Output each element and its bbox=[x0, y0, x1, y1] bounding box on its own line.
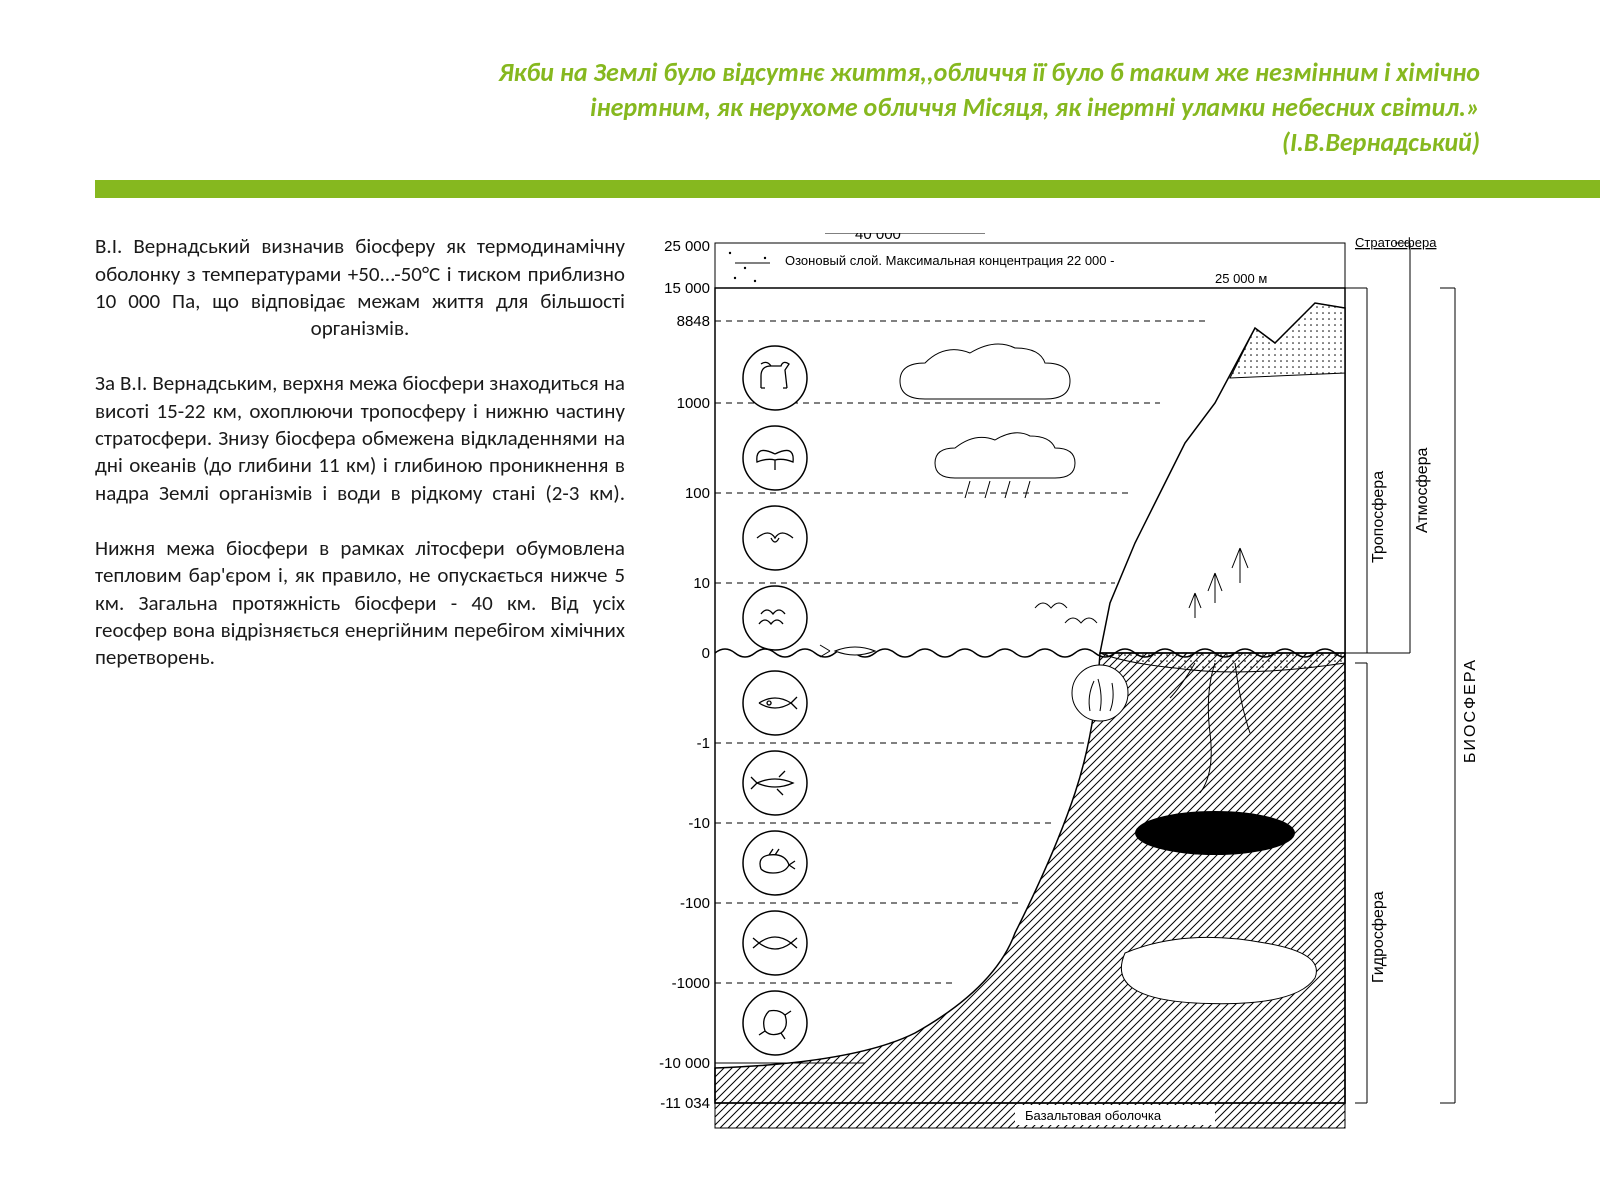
lithosphere bbox=[715, 653, 1345, 1103]
scale-label: 1000 bbox=[677, 395, 710, 412]
paragraph: В.І. Вернадський визначив біосферу як те… bbox=[95, 233, 625, 342]
atmosphere-label: Атмосфера bbox=[1414, 448, 1431, 534]
paragraph: За В.І. Вернадським, верхня межа біосфер… bbox=[95, 370, 625, 506]
paragraph: Нижня межа біосфери в рамках літосфери о… bbox=[95, 535, 625, 671]
organism-icons bbox=[743, 346, 807, 1055]
scale-label: 25 000 bbox=[664, 238, 710, 255]
title-line: Якби на Землі було відсутнє життя,,облич… bbox=[130, 55, 1480, 90]
title-line: (І.В.Вернадський) bbox=[130, 125, 1480, 160]
ozone-label-2: 25 000 м bbox=[1215, 271, 1267, 286]
title-quote: Якби на Землі було відсутнє життя,,облич… bbox=[0, 0, 1600, 180]
biosphere-diagram: 25 000 40 000 Стратосфера Озоновый слой.… bbox=[655, 233, 1545, 1143]
title-line: інертним, як нерухоме обличчя Місяця, як… bbox=[130, 90, 1480, 125]
text-column: В.І. Вернадський визначив біосферу як те… bbox=[95, 233, 625, 1143]
scale-label: 10 bbox=[693, 575, 710, 592]
scale-label: -10 000 bbox=[659, 1055, 710, 1072]
troposphere-label: Тропосфера bbox=[1370, 471, 1387, 563]
scale-label: 0 bbox=[702, 645, 710, 662]
scale-label: -100 bbox=[680, 895, 710, 912]
surface-fish-icon bbox=[820, 645, 875, 657]
scale-label: -11 034 bbox=[660, 1095, 710, 1112]
scale-label: 100 bbox=[685, 485, 710, 502]
scale-label: 8848 bbox=[677, 313, 710, 330]
scale-label: -1 bbox=[697, 735, 710, 752]
scale-label: -10 bbox=[688, 815, 710, 832]
biosphere-label: БИОСФЕРА bbox=[1462, 658, 1479, 763]
flying-birds-icon bbox=[1035, 603, 1097, 623]
content-area: В.І. Вернадський визначив біосферу як те… bbox=[0, 198, 1600, 1143]
basalt-label: Базальтовая оболочка bbox=[1025, 1108, 1162, 1123]
hydrosphere-label: Гидросфера bbox=[1370, 891, 1387, 983]
ozone-label: Озоновый слой. Максимальная концентрация… bbox=[785, 253, 1114, 268]
cloud-icon bbox=[900, 344, 1075, 478]
scale-label: -1000 bbox=[672, 975, 710, 992]
top-altitude: 40 000 bbox=[855, 233, 901, 243]
accent-bar bbox=[95, 180, 1600, 198]
scale-label: 15 000 bbox=[664, 280, 710, 297]
deposit-icon bbox=[1135, 811, 1295, 855]
